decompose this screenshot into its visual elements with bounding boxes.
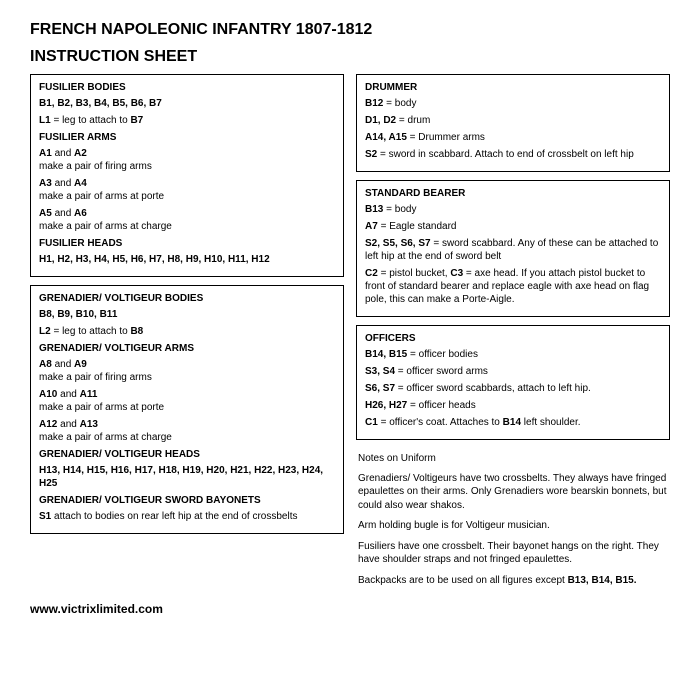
officers-heading: OFFICERS <box>365 332 661 345</box>
drummer-a14a15: A14, A15 = Drummer arms <box>365 131 661 144</box>
title-line-1: FRENCH NAPOLEONIC INFANTRY 1807-1812 <box>30 20 670 39</box>
grenadier-box: GRENADIER/ VOLTIGEUR BODIES B8, B9, B10,… <box>30 285 344 534</box>
grenadier-bayonets-heading: GRENADIER/ VOLTIGEUR SWORD BAYONETS <box>39 494 335 507</box>
right-col: DRUMMER B12 = body D1, D2 = drum A14, A1… <box>356 74 670 594</box>
grenadier-heads-heading: GRENADIER/ VOLTIGEUR HEADS <box>39 448 335 461</box>
grenadier-l2: L2 = leg to attach to B8 <box>39 325 335 338</box>
fusilier-heads-heading: FUSILIER HEADS <box>39 237 335 250</box>
fusilier-heads-list: H1, H2, H3, H4, H5, H6, H7, H8, H9, H10,… <box>39 253 335 266</box>
standard-b13: B13 = body <box>365 203 661 216</box>
grenadier-a8a9: A8 and A9make a pair of firing arms <box>39 358 335 384</box>
notes-p3: Fusiliers have one crossbelt. Their bayo… <box>358 540 668 567</box>
notes-p2: Arm holding bugle is for Voltigeur music… <box>358 519 668 533</box>
grenadier-arms-heading: GRENADIER/ VOLTIGEUR ARMS <box>39 342 335 355</box>
officers-h26h27: H26, H27 = officer heads <box>365 399 661 412</box>
footer-url: www.victrixlimited.com <box>30 602 670 616</box>
officers-c1: C1 = officer's coat. Attaches to B14 lef… <box>365 416 661 429</box>
standard-heading: STANDARD BEARER <box>365 187 661 200</box>
fusilier-a3a4: A3 and A4make a pair of arms at porte <box>39 177 335 203</box>
fusilier-a1a2: A1 and A2make a pair of firing arms <box>39 147 335 173</box>
fusilier-box: FUSILIER BODIES B1, B2, B3, B4, B5, B6, … <box>30 74 344 277</box>
standard-a7: A7 = Eagle standard <box>365 220 661 233</box>
drummer-heading: DRUMMER <box>365 81 661 94</box>
drummer-box: DRUMMER B12 = body D1, D2 = drum A14, A1… <box>356 74 670 172</box>
columns: FUSILIER BODIES B1, B2, B3, B4, B5, B6, … <box>30 74 670 594</box>
officers-b14b15: B14, B15 = officer bodies <box>365 348 661 361</box>
standard-bearer-box: STANDARD BEARER B13 = body A7 = Eagle st… <box>356 180 670 317</box>
drummer-d1d2: D1, D2 = drum <box>365 114 661 127</box>
officers-s3s4: S3, S4 = officer sword arms <box>365 365 661 378</box>
grenadier-a10a11: A10 and A11make a pair of arms at porte <box>39 388 335 414</box>
standard-c2c3: C2 = pistol bucket, C3 = axe head. If yo… <box>365 267 661 306</box>
drummer-s2: S2 = sword in scabbard. Attach to end of… <box>365 148 661 161</box>
drummer-b12: B12 = body <box>365 97 661 110</box>
title-line-2: INSTRUCTION SHEET <box>30 47 670 66</box>
notes-section: Notes on Uniform Grenadiers/ Voltigeurs … <box>356 448 670 594</box>
fusilier-a5a6: A5 and A6make a pair of arms at charge <box>39 207 335 233</box>
grenadier-bodies-heading: GRENADIER/ VOLTIGEUR BODIES <box>39 292 335 305</box>
fusilier-bodies-heading: FUSILIER BODIES <box>39 81 335 94</box>
grenadier-heads-list: H13, H14, H15, H16, H17, H18, H19, H20, … <box>39 464 335 490</box>
fusilier-l1: L1 = leg to attach to B7 <box>39 114 335 127</box>
grenadier-bodies-list: B8, B9, B10, B11 <box>39 308 335 321</box>
fusilier-arms-heading: FUSILIER ARMS <box>39 131 335 144</box>
standard-s2s5s6s7: S2, S5, S6, S7 = sword scabbard. Any of … <box>365 237 661 263</box>
left-col: FUSILIER BODIES B1, B2, B3, B4, B5, B6, … <box>30 74 344 594</box>
grenadier-a12a13: A12 and A13make a pair of arms at charge <box>39 418 335 444</box>
notes-p1: Grenadiers/ Voltigeurs have two crossbel… <box>358 472 668 513</box>
officers-s6s7: S6, S7 = officer sword scabbards, attach… <box>365 382 661 395</box>
fusilier-bodies-list: B1, B2, B3, B4, B5, B6, B7 <box>39 97 335 110</box>
officers-box: OFFICERS B14, B15 = officer bodies S3, S… <box>356 325 670 440</box>
notes-p4: Backpacks are to be used on all figures … <box>358 574 668 588</box>
notes-heading: Notes on Uniform <box>358 452 668 466</box>
grenadier-s1: S1 attach to bodies on rear left hip at … <box>39 510 335 523</box>
